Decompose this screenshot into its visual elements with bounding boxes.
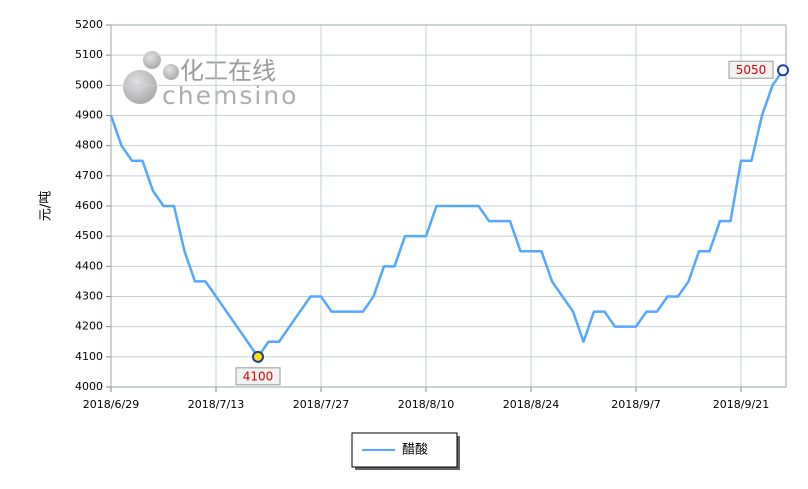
x-tick-label: 2018/9/7: [611, 398, 660, 411]
y-tick-label: 4900: [75, 109, 103, 122]
y-tick-label: 4700: [75, 169, 103, 182]
y-tick-label: 4600: [75, 199, 103, 212]
y-tick-label: 4200: [75, 320, 103, 333]
x-tick-label: 2018/7/13: [188, 398, 244, 411]
plot-frame: [110, 24, 787, 388]
extreme-marker: [252, 350, 264, 363]
y-axis-label: 元/吨: [39, 191, 54, 221]
y-tick-label: 5200: [75, 18, 103, 31]
y-tick-label: 4400: [75, 259, 103, 272]
y-tick-label: 4800: [75, 139, 103, 152]
legend-label: 醋酸: [402, 442, 428, 458]
y-tick-label: 5100: [75, 48, 103, 61]
y-tick-label: 4500: [75, 229, 103, 242]
y-tick-label: 5000: [75, 78, 103, 91]
x-tick-label: 2018/8/24: [503, 398, 559, 411]
value-label-box: [235, 367, 281, 386]
legend: 醋酸: [351, 432, 460, 470]
series-line: [109, 69, 785, 359]
value-label-box: [728, 60, 774, 79]
x-tick-label: 2018/6/29: [83, 398, 139, 411]
x-tick-label: 2018/7/27: [293, 398, 349, 411]
watermark-cn: 化工在线: [180, 57, 276, 85]
watermark: 化工在线 chemsino: [123, 51, 296, 110]
y-tick-label: 4000: [75, 380, 103, 393]
y-tick-label: 4100: [75, 350, 103, 363]
value-label: 5050: [736, 63, 767, 77]
x-tick-label: 2018/8/10: [398, 398, 454, 411]
extreme-marker: [777, 64, 789, 77]
x-tick-label: 2018/9/21: [713, 398, 769, 411]
value-label: 4100: [243, 369, 274, 383]
y-tick-label: 4300: [75, 290, 103, 303]
